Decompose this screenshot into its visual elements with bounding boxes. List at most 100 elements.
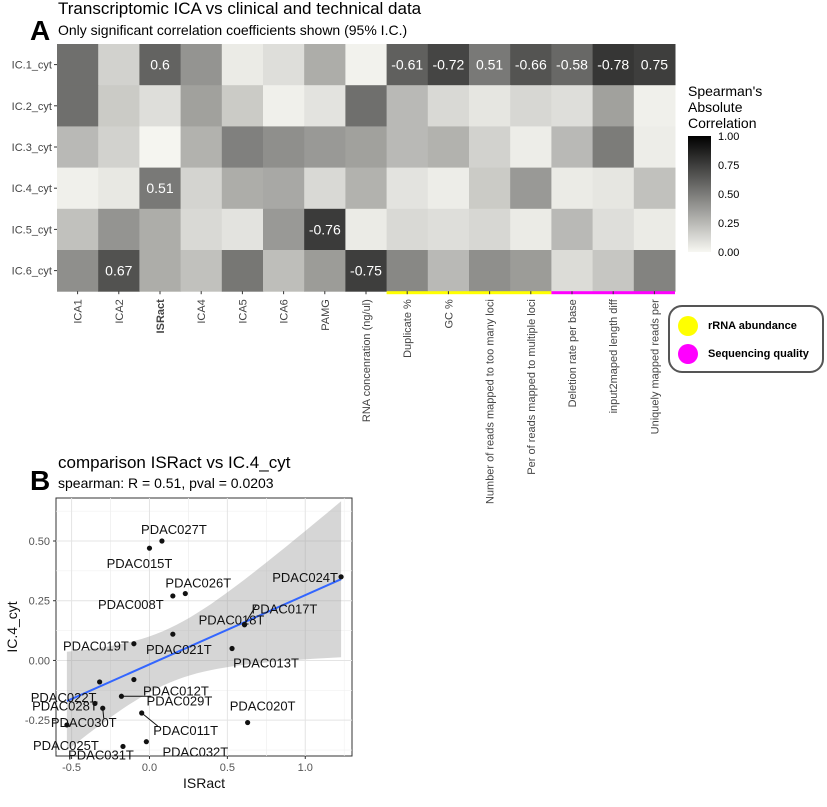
heatmap-cell-ic-4-cyt-deletion-rate-per-base (551, 167, 594, 210)
panel-a-title: Transcriptomic ICA vs clinical and techn… (58, 0, 422, 18)
heatmap-cell-ic-2-cyt-gc (427, 85, 470, 127)
x-tick-label: 0.5 (220, 762, 235, 774)
cell-label-ic-6-cyt-ica2: 0.67 (105, 263, 132, 279)
heatmap-cell-ic-3-cyt-ica6 (263, 126, 305, 169)
group-underline-rrna-abundance (386, 291, 552, 295)
y-tick-label: 0.25 (29, 596, 50, 608)
point-label-pdac008t: PDAC008T (98, 597, 164, 612)
point-label-pdac025t: PDAC025T (33, 738, 99, 753)
colorbar-tick-0.25: 0.25 (718, 218, 739, 230)
heatmap-cell-ic-3-cyt-rna-concenration-ng-ul (345, 126, 388, 169)
column-label-pamg: PAMG (320, 299, 332, 331)
colorbar-title-line-3: Correlation (688, 115, 756, 131)
heatmap-cell-ic-2-cyt-ica6 (263, 85, 305, 127)
heatmap-cell-ic-4-cyt-ica6 (263, 167, 305, 210)
group-legend-label-sequencing: Sequencing quality (708, 348, 809, 360)
point-pdac027t (159, 538, 165, 544)
row-label-ic-3-cyt: IC.3_cyt (12, 142, 52, 154)
row-label-ic-6-cyt: IC.6_cyt (12, 266, 52, 278)
column-label-ica1: ICA1 (73, 299, 85, 323)
point-label-pdac018t: PDAC018T (199, 613, 265, 628)
point-label-pdac017t: PDAC017T (252, 602, 318, 617)
heatmap: IC.1_cyt 0.6 -0.61 -0.72 0.51 -0.66 -0.58 -0.78… (12, 44, 676, 504)
heatmap-cell-ic-1-cyt-isract (139, 44, 182, 86)
heatmap-cell-ic-6-cyt-isract (139, 250, 182, 292)
heatmap-cell-ic-3-cyt-per-of-reads-mapped-to-multiple-loci (510, 126, 552, 169)
heatmap-cell-ic-2-cyt-number-of-reads-mapped-to-too-many-loci (469, 85, 511, 127)
scatter-plot: -0.5 0.0 0.5 1.0 -0.25 0.00 0.25 0.50 PDAC027T PD… (4, 497, 353, 791)
heatmap-cell-ic-1-cyt-gc (427, 44, 470, 86)
x-axis-label: ISRact (183, 775, 225, 791)
heatmap-cell-ic-1-cyt-deletion-rate-per-base (551, 44, 594, 86)
heatmap-cell-ic-4-cyt-uniquely-mapped-reads-per (633, 167, 676, 210)
point-pdac012t (131, 676, 137, 683)
heatmap-cell-ic-2-cyt-pamg (304, 85, 346, 127)
heatmap-cell-ic-4-cyt-per-of-reads-mapped-to-multiple-loci (510, 167, 552, 210)
point-label-pdac028t: PDAC028T (32, 698, 98, 713)
heatmap-cell-ic-3-cyt-deletion-rate-per-base (551, 126, 594, 169)
heatmap-cell-ic-1-cyt-ica5 (221, 44, 264, 86)
colorbar-gradient (688, 136, 711, 252)
heatmap-cell-ic-6-cyt-input2maped-length-diff (592, 250, 635, 292)
heatmap-cell-ic-6-cyt-uniquely-mapped-reads-per (633, 250, 676, 292)
point-pdac020t (245, 719, 251, 726)
heatmap-cell-ic-4-cyt-rna-concenration-ng-ul (345, 167, 388, 210)
heatmap-cell-ic-5-cyt-ica6 (263, 208, 305, 251)
point-pdac025t (64, 722, 70, 728)
heatmap-cell-ic-2-cyt-input2maped-length-diff (592, 85, 635, 127)
column-label-ica4: ICA4 (196, 299, 208, 323)
column-label-per-of-reads-mapped-to-multiple-loci: Per of reads mapped to multiple loci (526, 299, 538, 474)
cell-label-ic-6-cyt-rna-concenration-ng-ul: -0.75 (350, 263, 382, 279)
heatmap-cell-ic-3-cyt-pamg (304, 126, 346, 169)
column-label-gc: GC % (443, 299, 455, 329)
column-label-number-of-reads-mapped-to-too-many-loci: Number of reads mapped to too many loci (485, 299, 497, 504)
point-label-pdac021t: PDAC021T (146, 642, 212, 657)
point-pdac013t (229, 645, 235, 652)
heatmap-cell-ic-5-cyt-ica5 (221, 208, 264, 251)
x-tick-label: 0.0 (142, 762, 157, 774)
point-label-pdac026t: PDAC026T (165, 576, 231, 591)
point-pdac019t (131, 641, 137, 647)
heatmap-cell-ic-2-cyt-ica2 (98, 85, 140, 127)
column-label-ica5: ICA5 (237, 299, 249, 323)
point-pdac032t (143, 739, 149, 745)
heatmap-cell-ic-2-cyt-per-of-reads-mapped-to-multiple-loci (510, 85, 552, 127)
heatmap-cell-ic-6-cyt-ica4 (180, 250, 223, 292)
heatmap-cell-ic-5-cyt-ica1 (57, 208, 99, 251)
heatmap-cell-ic-2-cyt-ica1 (57, 85, 99, 127)
cell-label-ic-1-cyt-input2maped-length-diff: -0.78 (597, 57, 629, 73)
heatmap-cell-ic-4-cyt-duplicate (386, 167, 429, 210)
panel-b-letter: B (30, 465, 50, 496)
heatmap-cell-ic-4-cyt-ica2 (98, 167, 140, 210)
panel-b-subtitle: spearman: R = 0.51, pval = 0.0203 (58, 475, 274, 491)
heatmap-cell-ic-2-cyt-ica4 (180, 85, 223, 127)
point-pdac022t (97, 679, 103, 685)
point-label-pdac012t: PDAC012T (143, 684, 209, 699)
heatmap-cell-ic-1-cyt-ica2 (98, 44, 140, 86)
heatmap-cell-ic-5-cyt-number-of-reads-mapped-to-too-many-loci (469, 208, 511, 251)
heatmap-cell-ic-4-cyt-pamg (304, 167, 346, 210)
column-label-isract: ISRact (155, 299, 167, 334)
group-legend: rRNA abundance Sequencing quality (668, 305, 824, 373)
heatmap-cell-ic-6-cyt-gc (427, 250, 470, 292)
panel-b-title: comparison ISRact vs IC.4_cyt (58, 453, 291, 472)
point-pdac031t (120, 743, 126, 750)
cell-label-ic-4-cyt-isract: 0.51 (146, 180, 173, 196)
heatmap-cell-ic-5-cyt-uniquely-mapped-reads-per (633, 208, 676, 251)
heatmap-cell-ic-2-cyt-isract (139, 85, 182, 127)
heatmap-cell-ic-1-cyt-number-of-reads-mapped-to-too-many-loci (469, 44, 511, 86)
heatmap-cell-ic-1-cyt-duplicate (386, 44, 429, 86)
heatmap-cell-ic-6-cyt-ica6 (263, 250, 305, 292)
point-label-pdac019t: PDAC019T (63, 639, 129, 654)
x-tick-label: 1.0 (298, 762, 313, 774)
group-legend-item-rrna: rRNA abundance (678, 316, 797, 336)
heatmap-cell-ic-4-cyt-isract (139, 167, 182, 210)
heatmap-cell-ic-1-cyt-ica4 (180, 44, 223, 86)
yellow-dot-icon (678, 316, 698, 336)
column-label-uniquely-mapped-reads-per: Uniquely mapped reads per (649, 299, 661, 434)
point-label-pdac024t: PDAC024T (272, 570, 338, 585)
heatmap-cell-ic-3-cyt-input2maped-length-diff (592, 126, 635, 169)
colorbar-tick-0.75: 0.75 (718, 160, 739, 172)
cell-label-ic-1-cyt-uniquely-mapped-reads-per: 0.75 (641, 57, 668, 73)
heatmap-cell-ic-6-cyt-duplicate (386, 250, 429, 292)
